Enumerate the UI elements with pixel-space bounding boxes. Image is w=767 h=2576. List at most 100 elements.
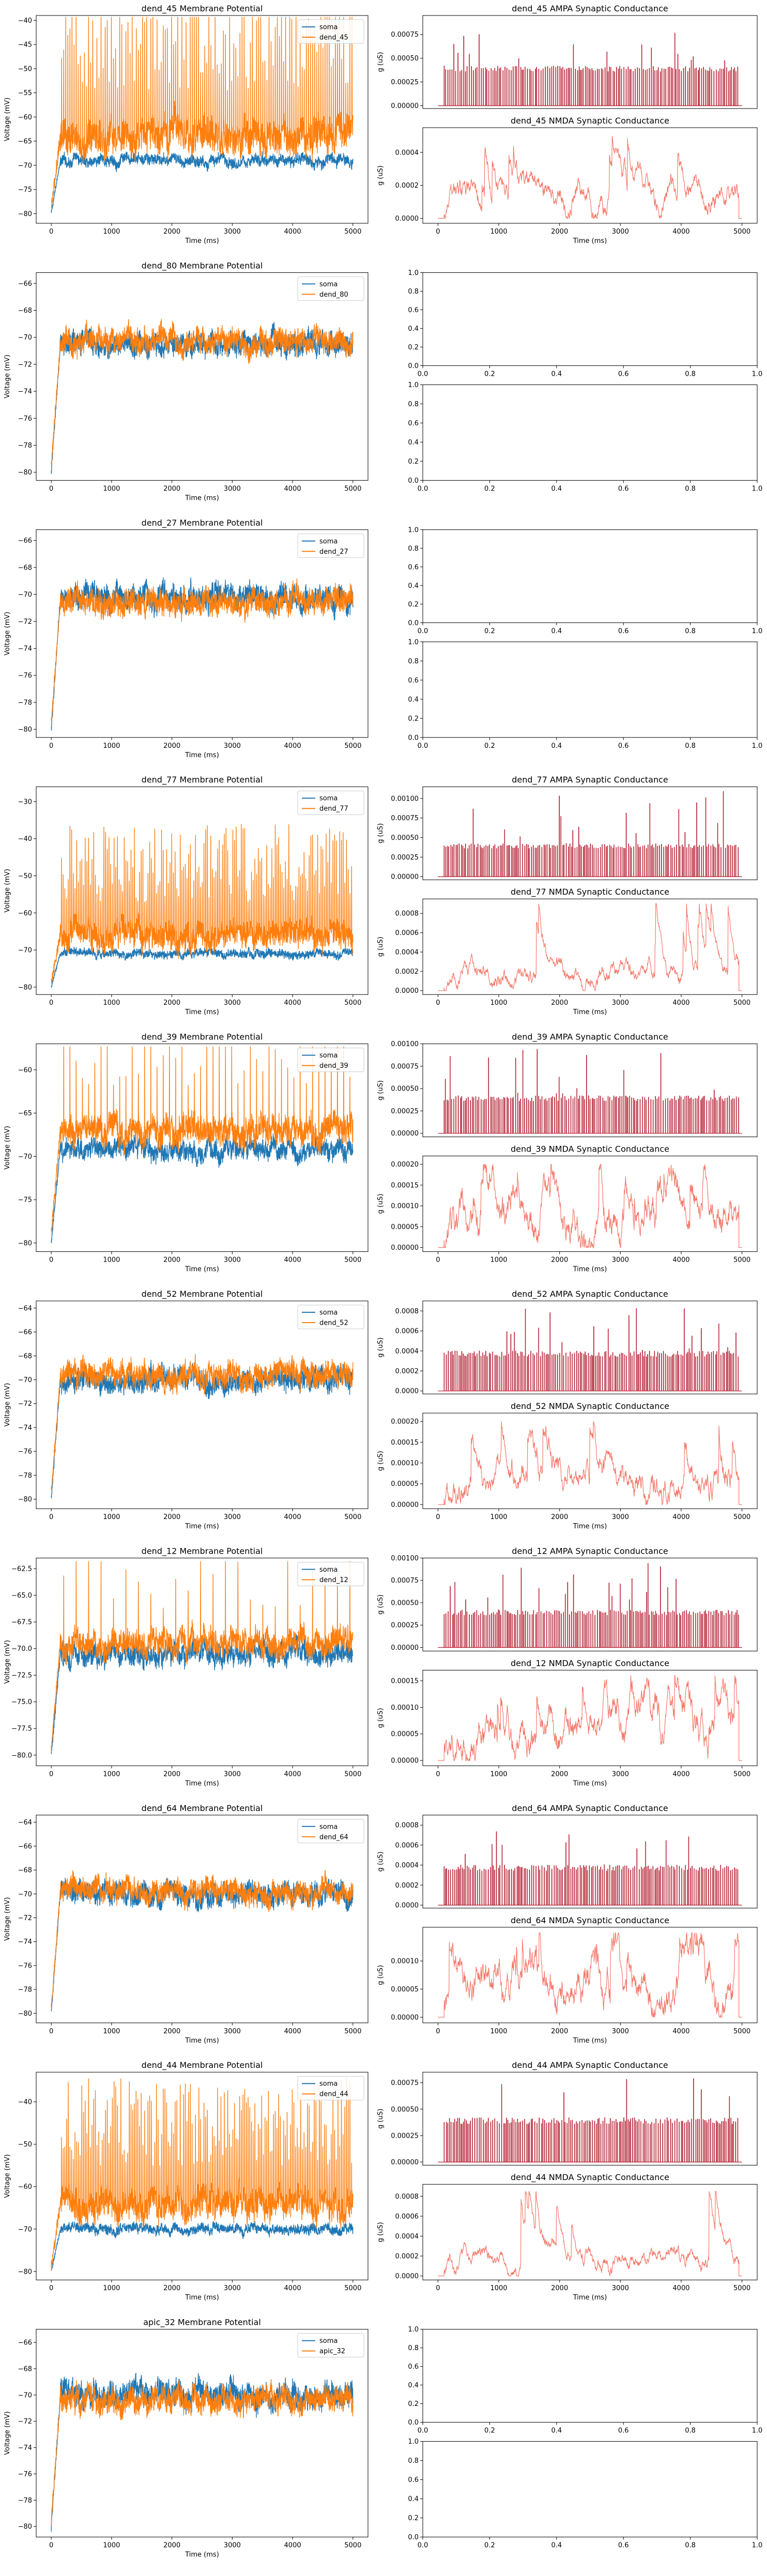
y-tick-label: −80 (18, 984, 32, 991)
x-axis-label: Time (ms) (573, 1780, 607, 1787)
x-tick-label: 0 (49, 999, 53, 1007)
y-tick-label: −64 (18, 1819, 32, 1827)
subplot-title: dend_12 AMPA Synaptic Conductance (512, 1546, 668, 1556)
axes-frame (36, 786, 369, 995)
subplot-title: dend_77 Membrane Potential (142, 775, 263, 785)
x-tick-label: 1000 (490, 999, 507, 1007)
y-tick-label: −40 (18, 835, 32, 843)
x-tick-label: 5000 (344, 1256, 361, 1264)
x-tick-label: 0.8 (685, 742, 696, 750)
y-tick-label: 0.8 (408, 401, 419, 408)
x-tick-label: 4000 (284, 2284, 301, 2292)
y-axis-label: Voltage (mV) (4, 1640, 11, 1684)
x-axis-label: Time (ms) (185, 2294, 219, 2302)
y-axis-label: Voltage (mV) (4, 1126, 11, 1170)
subplot-13: 0.00000 0.00025 0.00050 0.00075 0.00100 dend_… (377, 1032, 758, 1138)
x-axis-label: Time (ms) (185, 494, 219, 502)
subplot-20: 0.00000 0.00005 0.00010 0.00015 0 1000 2000 300… (377, 1658, 758, 1787)
legend-label: dend_64 (319, 1833, 348, 1841)
x-tick-label: 2000 (163, 1770, 180, 1778)
y-tick-label: −66 (18, 1329, 32, 1337)
y-tick-label: −74 (18, 1424, 32, 1432)
y-tick-label: 0.6 (408, 2363, 419, 2371)
y-tick-label: −78 (18, 1472, 32, 1480)
x-tick-label: 1000 (103, 742, 120, 750)
y-tick-label: −74 (18, 388, 32, 396)
y-tick-label: 0.0004 (395, 1862, 419, 1869)
y-tick-label: 0.0004 (395, 2233, 419, 2241)
y-tick-label: −80 (18, 726, 32, 734)
x-tick-label: 1000 (103, 2542, 120, 2550)
series-line-dendrite (51, 824, 354, 985)
legend-label: soma (319, 1823, 338, 1831)
x-tick-label: 4000 (672, 1256, 689, 1264)
x-axis-label: Time (ms) (573, 1523, 607, 1530)
legend: soma dend_77 (297, 790, 364, 815)
subplot-title: dend_52 NMDA Synaptic Conductance (511, 1401, 669, 1412)
y-tick-label: 0.00100 (391, 1555, 419, 1562)
subplot-28: 0.0 0.2 0.4 0.6 0.8 1.0 0.0 0.2 0.4 0.6 0.8 1.0 (408, 2326, 762, 2435)
subplot-title: dend_45 AMPA Synaptic Conductance (512, 4, 668, 14)
y-tick-label: −80 (18, 2523, 32, 2531)
axes-frame (422, 786, 758, 880)
y-axis-label: Voltage (mV) (4, 1897, 11, 1941)
y-tick-label: −68 (18, 1353, 32, 1360)
legend: soma dend_80 (297, 276, 364, 301)
y-tick-label: 0.2 (408, 601, 419, 608)
y-tick-label: 0.00100 (391, 1040, 419, 1048)
axes-frame (422, 2329, 758, 2423)
y-tick-label: 0.00010 (391, 1203, 419, 1210)
subplot-title: dend_12 Membrane Potential (142, 1546, 263, 1556)
y-tick-label: 0.00075 (391, 1063, 419, 1070)
axes-frame (36, 15, 369, 224)
y-tick-label: 0.8 (408, 2344, 419, 2352)
x-tick-label: 1000 (490, 2028, 507, 2035)
series-line-nmda (438, 1933, 742, 2018)
legend-label: soma (319, 1309, 338, 1317)
y-tick-label: −60 (18, 2183, 32, 2191)
y-tick-label: −75.0 (11, 1698, 32, 1706)
y-tick-label: 0.4 (408, 2382, 419, 2389)
x-tick-label: 0.0 (418, 627, 428, 635)
x-tick-label: 0.6 (618, 627, 629, 635)
series-line-ampa (438, 33, 742, 106)
axes-frame (422, 384, 758, 481)
x-tick-label: 3000 (224, 485, 241, 493)
y-tick-label: 0.0008 (395, 1308, 419, 1315)
axes-frame (36, 1044, 369, 1252)
x-tick-label: 0.4 (551, 2427, 562, 2435)
subplot-title: dend_52 Membrane Potential (142, 1289, 263, 1299)
y-tick-label: −64 (18, 1305, 32, 1312)
axes-frame (422, 2441, 758, 2538)
y-axis-label: g (uS) (377, 1451, 385, 1471)
x-tick-label: 2000 (163, 742, 180, 750)
x-tick-label: 1.0 (752, 742, 763, 750)
y-tick-label: 0.00025 (391, 1622, 419, 1630)
y-tick-label: 0.00005 (391, 1480, 419, 1488)
legend-label: dend_44 (319, 2091, 348, 2098)
subplot-8: 0.0 0.2 0.4 0.6 0.8 1.0 0.0 0.2 0.4 0.6 0.8 1.0 (408, 638, 762, 750)
x-tick-label: 0 (436, 1256, 440, 1264)
y-tick-label: −40 (18, 17, 32, 25)
y-tick-label: −80 (18, 2268, 32, 2276)
y-tick-label: 0.00025 (391, 79, 419, 86)
x-tick-label: 3000 (612, 2284, 629, 2292)
x-tick-label: 1.0 (752, 370, 763, 378)
y-tick-label: −50 (18, 872, 32, 880)
x-tick-label: 4000 (672, 2028, 689, 2035)
y-tick-label: 0.0000 (395, 1388, 419, 1396)
series-line-nmda (438, 135, 742, 220)
x-tick-label: 3000 (612, 999, 629, 1007)
y-axis-label: Voltage (mV) (4, 355, 11, 398)
y-tick-label: 0.00050 (391, 1599, 419, 1607)
x-tick-label: 4000 (284, 1770, 301, 1778)
x-tick-label: 0.4 (551, 627, 562, 635)
y-tick-label: −70 (18, 2226, 32, 2233)
y-tick-label: 0.0 (408, 734, 419, 742)
x-tick-label: 1000 (490, 1770, 507, 1778)
y-tick-label: −80 (18, 210, 32, 218)
x-tick-label: 1000 (103, 1513, 120, 1521)
y-tick-label: −60 (18, 114, 32, 121)
x-tick-label: 4000 (672, 2284, 689, 2292)
y-tick-label: 0.00000 (391, 1501, 419, 1509)
